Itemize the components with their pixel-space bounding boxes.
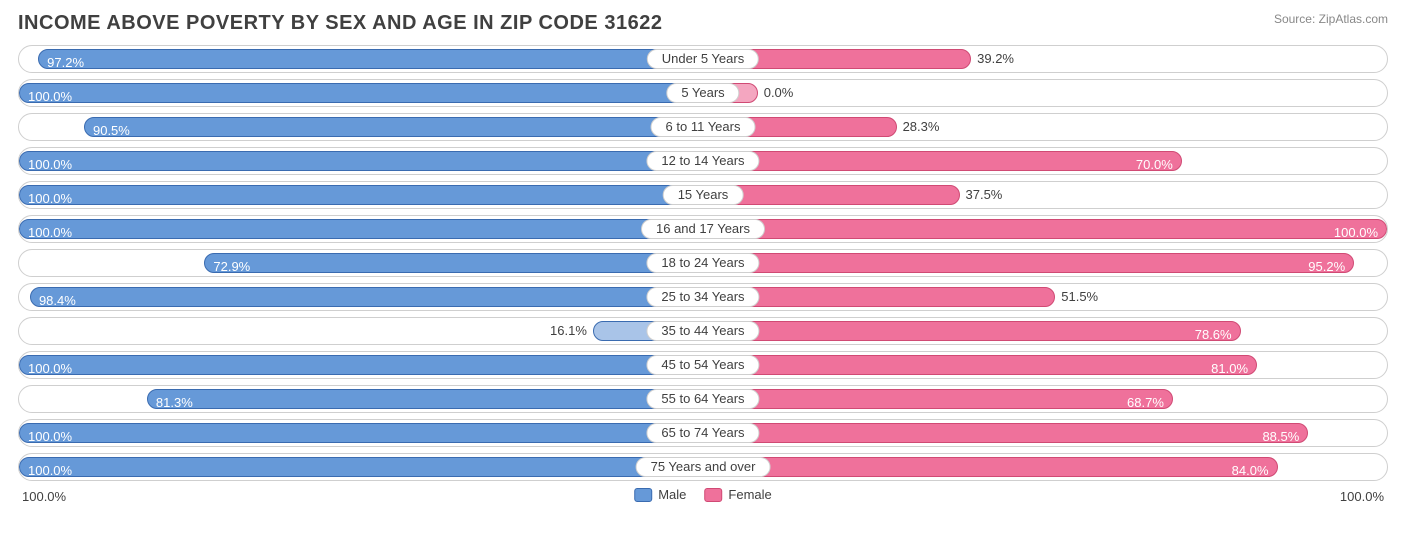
value-label-female: 78.6% [1195, 327, 1232, 342]
bar-male: 100.0% [19, 423, 703, 443]
legend-item-female: Female [704, 487, 771, 502]
bar-female: 68.7% [703, 389, 1173, 409]
axis-label-right: 100.0% [1340, 489, 1384, 504]
value-label-female: 68.7% [1127, 395, 1164, 410]
value-label-female: 51.5% [1061, 289, 1098, 304]
value-label-male: 100.0% [28, 89, 72, 104]
bar-male: 100.0% [19, 219, 703, 239]
value-label-male: 90.5% [93, 123, 130, 138]
category-label: 16 and 17 Years [641, 219, 765, 239]
value-label-female: 84.0% [1232, 463, 1269, 478]
value-label-male: 81.3% [156, 395, 193, 410]
legend-swatch-male [634, 488, 652, 502]
value-label-female: 70.0% [1136, 157, 1173, 172]
chart-row: 100.0% 100.0% 16 and 17 Years [18, 215, 1388, 243]
bar-male: 100.0% [19, 185, 703, 205]
value-label-female: 88.5% [1262, 429, 1299, 444]
value-label-female: 39.2% [977, 51, 1014, 66]
value-label-male: 100.0% [28, 225, 72, 240]
legend-label-male: Male [658, 487, 686, 502]
value-label-male: 100.0% [28, 191, 72, 206]
legend-item-male: Male [634, 487, 686, 502]
bar-female: 78.6% [703, 321, 1241, 341]
category-label: 75 Years and over [636, 457, 771, 477]
category-label: 6 to 11 Years [651, 117, 756, 137]
value-label-male: 100.0% [28, 157, 72, 172]
bar-male: 97.2% [38, 49, 703, 69]
bar-female: 84.0% [703, 457, 1278, 477]
chart-row: 90.5% 28.3% 6 to 11 Years [18, 113, 1388, 141]
chart-footer: 100.0% Male Female 100.0% [18, 487, 1388, 511]
axis-label-left: 100.0% [22, 489, 66, 504]
value-label-female: 81.0% [1211, 361, 1248, 376]
value-label-male: 72.9% [213, 259, 250, 274]
chart-row: 100.0% 37.5% 15 Years [18, 181, 1388, 209]
value-label-male: 16.1% [550, 323, 587, 338]
chart-source: Source: ZipAtlas.com [1274, 12, 1388, 26]
value-label-male: 100.0% [28, 361, 72, 376]
chart-row: 100.0% 88.5% 65 to 74 Years [18, 419, 1388, 447]
bar-male: 100.0% [19, 457, 703, 477]
category-label: 12 to 14 Years [646, 151, 759, 171]
category-label: 25 to 34 Years [646, 287, 759, 307]
bar-female: 88.5% [703, 423, 1308, 443]
bar-male: 98.4% [30, 287, 703, 307]
chart-row: 72.9% 95.2% 18 to 24 Years [18, 249, 1388, 277]
value-label-male: 98.4% [39, 293, 76, 308]
chart-row: 98.4% 51.5% 25 to 34 Years [18, 283, 1388, 311]
chart-row: 97.2% 39.2% Under 5 Years [18, 45, 1388, 73]
category-label: 5 Years [666, 83, 739, 103]
bar-male: 72.9% [204, 253, 703, 273]
value-label-male: 100.0% [28, 429, 72, 444]
bar-male: 100.0% [19, 355, 703, 375]
legend-swatch-female [704, 488, 722, 502]
category-label: 65 to 74 Years [646, 423, 759, 443]
chart-row: 81.3% 68.7% 55 to 64 Years [18, 385, 1388, 413]
bar-male: 81.3% [147, 389, 703, 409]
value-label-female: 37.5% [966, 187, 1003, 202]
bar-female: 100.0% [703, 219, 1387, 239]
value-label-female: 95.2% [1308, 259, 1345, 274]
chart-row: 100.0% 0.0% 5 Years [18, 79, 1388, 107]
value-label-female: 0.0% [764, 85, 794, 100]
category-label: 45 to 54 Years [646, 355, 759, 375]
chart-row: 16.1% 78.6% 35 to 44 Years [18, 317, 1388, 345]
value-label-male: 100.0% [28, 463, 72, 478]
legend: Male Female [634, 487, 772, 502]
value-label-female: 100.0% [1334, 225, 1378, 240]
bar-female: 81.0% [703, 355, 1257, 375]
category-label: 55 to 64 Years [646, 389, 759, 409]
category-label: Under 5 Years [647, 49, 759, 69]
chart-row: 100.0% 81.0% 45 to 54 Years [18, 351, 1388, 379]
category-label: 15 Years [663, 185, 744, 205]
legend-label-female: Female [728, 487, 771, 502]
bar-female: 70.0% [703, 151, 1182, 171]
chart-header: INCOME ABOVE POVERTY BY SEX AND AGE IN Z… [18, 12, 1388, 35]
bar-male: 90.5% [84, 117, 703, 137]
bar-female: 95.2% [703, 253, 1354, 273]
bar-male: 100.0% [19, 83, 703, 103]
chart-row: 100.0% 84.0% 75 Years and over [18, 453, 1388, 481]
category-label: 35 to 44 Years [646, 321, 759, 341]
category-label: 18 to 24 Years [646, 253, 759, 273]
chart-title: INCOME ABOVE POVERTY BY SEX AND AGE IN Z… [18, 12, 662, 35]
value-label-male: 97.2% [47, 55, 84, 70]
diverging-bar-chart: 97.2% 39.2% Under 5 Years 100.0% 0.0% 5 Years… [18, 45, 1388, 481]
chart-row: 100.0% 70.0% 12 to 14 Years [18, 147, 1388, 175]
bar-male: 100.0% [19, 151, 703, 171]
value-label-female: 28.3% [903, 119, 940, 134]
